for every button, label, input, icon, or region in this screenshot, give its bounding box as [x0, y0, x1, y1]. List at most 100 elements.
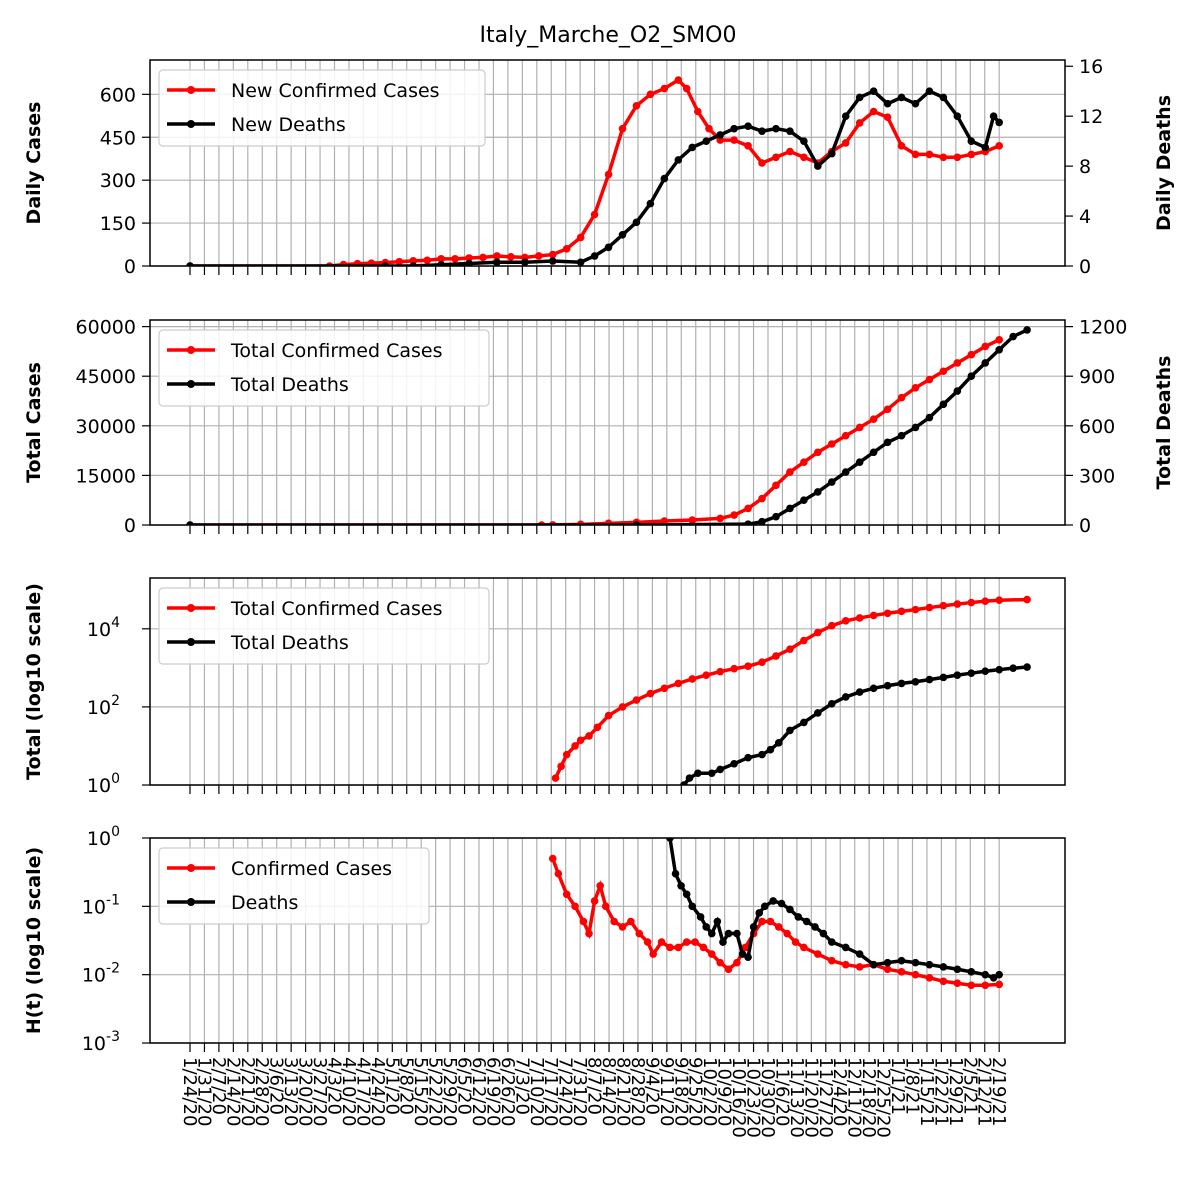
legend-label: Deaths: [231, 892, 298, 914]
series-point-1: [557, 762, 565, 771]
series-line-2: [682, 665, 1028, 785]
x-tick-label: 8/7/20: [584, 1057, 605, 1115]
series-point-2: [981, 143, 990, 152]
x-tick-label: 2/28/20: [251, 1057, 272, 1126]
series-point-1: [967, 598, 976, 607]
x-tick-label: 1/8/21: [901, 1057, 922, 1115]
legend-swatch-marker: [187, 380, 195, 388]
series-point-2: [855, 950, 864, 958]
x-tick-label: 1/31/20: [193, 1057, 214, 1126]
y-tick-label: 15000: [76, 465, 136, 487]
series-point-1: [883, 405, 892, 414]
series-point-2: [841, 693, 850, 701]
series-point-2: [883, 681, 892, 690]
legend-label: Confirmed Cases: [231, 858, 392, 880]
series-point-2: [707, 769, 716, 778]
y-tick-label: 600: [100, 84, 136, 106]
series-point-2: [883, 99, 892, 108]
series-point-1: [772, 153, 780, 162]
x-tick-label: 12/11/20: [844, 1057, 865, 1138]
series-point-2: [827, 700, 836, 708]
series-point-1: [660, 684, 669, 693]
series-point-2: [738, 950, 747, 958]
series-point-2: [707, 929, 716, 938]
series-point-2: [939, 93, 948, 102]
series-point-1: [925, 375, 934, 384]
y-right-tick-label: 300: [1079, 465, 1115, 487]
series-point-2: [995, 970, 1003, 979]
x-tick-label: 7/17/20: [540, 1057, 561, 1126]
legend-box: [158, 847, 430, 925]
series-line-2: [190, 89, 1001, 266]
series-point-1: [744, 504, 752, 513]
series-point-2: [761, 902, 769, 911]
series-point-1: [939, 977, 948, 986]
series-point-2: [827, 478, 836, 486]
series-point-1: [814, 950, 822, 958]
series-point-1: [479, 253, 487, 262]
series-point-2: [989, 112, 998, 120]
series-point-2: [814, 709, 822, 717]
x-tick-label: 10/9/20: [714, 1057, 735, 1126]
y-tick-exponent: -3: [106, 1029, 120, 1045]
series-point-1: [1023, 595, 1031, 604]
x-tick-label: 5/22/20: [425, 1057, 446, 1126]
series-point-2: [437, 260, 445, 266]
series-point-2: [702, 923, 711, 931]
series-point-2: [827, 938, 836, 946]
y-tick-exponent: -1: [106, 892, 120, 908]
x-tick-label: 5/8/20: [396, 1057, 417, 1115]
x-tick-label: 10/30/20: [757, 1057, 778, 1138]
series-point-1: [774, 923, 783, 931]
x-tick-label: 4/24/20: [367, 1057, 388, 1126]
series-point-2: [869, 448, 878, 457]
series-point-1: [953, 979, 962, 988]
series-point-2: [632, 521, 641, 525]
series-point-2: [758, 517, 766, 525]
x-tick-label: 6/12/20: [468, 1057, 489, 1126]
series-point-1: [967, 150, 976, 159]
series-point-2: [811, 923, 819, 931]
series-point-1: [688, 516, 697, 524]
series-point-2: [925, 675, 934, 684]
series-point-1: [883, 113, 892, 122]
legend-label: New Confirmed Cases: [231, 80, 440, 102]
series-point-2: [730, 759, 738, 768]
y-tick-label: 60000: [76, 317, 136, 339]
series-point-1: [730, 511, 738, 519]
series-point-1: [618, 923, 627, 931]
series-point-2: [186, 262, 194, 266]
legend-label: Total Confirmed Cases: [230, 340, 443, 362]
series-point-2: [674, 156, 683, 164]
x-tick-label: 9/25/20: [685, 1057, 706, 1126]
series-point-1: [897, 142, 906, 150]
chart-title: Italy_Marche_O2_SMO0: [480, 23, 737, 48]
x-tick-label: 12/25/20: [873, 1057, 894, 1138]
legend-box: [158, 329, 490, 407]
series-point-2: [939, 963, 948, 971]
series-point-2: [819, 929, 828, 938]
x-tick-label: 1/24/20: [179, 1057, 200, 1126]
series-point-1: [981, 597, 990, 605]
series-point-1: [694, 107, 702, 116]
series-point-1: [783, 929, 791, 938]
y-axis-label: Total Cases: [23, 362, 45, 483]
x-tick-label: 2/19/21: [988, 1057, 1009, 1126]
panel-2: 0 15000 30000 45000 60000 0 300 600 900 1200 Total…: [23, 317, 1175, 537]
series-point-2: [521, 258, 529, 266]
series-point-2: [883, 958, 892, 967]
x-tick-label: 4/3/20: [323, 1057, 344, 1115]
series-point-2: [685, 774, 694, 782]
series-point-2: [618, 230, 627, 239]
legend-swatch-marker: [187, 604, 195, 612]
series-point-1: [953, 359, 962, 367]
y-axis-label: H(t) (log10 scale): [23, 847, 45, 1034]
x-tick-label: 10/23/20: [743, 1057, 764, 1138]
series-point-2: [953, 112, 962, 120]
series-group: [186, 326, 1031, 525]
series-point-1: [827, 621, 836, 630]
x-tick-label: 9/18/20: [670, 1057, 691, 1126]
series-point-1: [688, 675, 697, 683]
series-point-2: [680, 781, 688, 785]
series-point-2: [744, 122, 752, 130]
